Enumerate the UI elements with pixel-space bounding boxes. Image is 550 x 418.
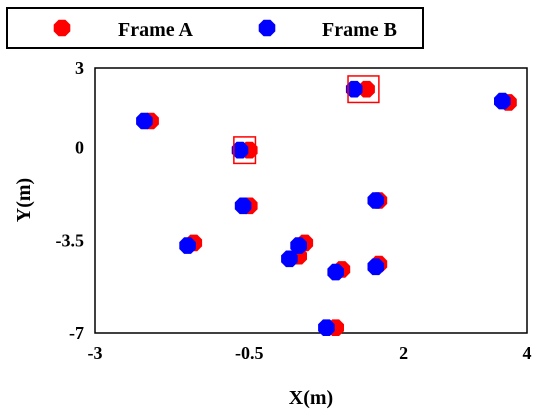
legend-label-frame-a: Frame A — [118, 19, 194, 41]
y-tick-label: 0 — [75, 138, 84, 158]
highlight-box — [233, 136, 257, 165]
legend-marker-frame-a — [53, 19, 71, 37]
frame-b-point — [290, 237, 307, 254]
frame-a-point — [358, 80, 375, 98]
plot-area — [94, 67, 528, 334]
frame-b-point — [281, 250, 298, 268]
legend-marker-frame-b — [258, 19, 276, 37]
frame-b-point — [345, 80, 363, 98]
y-tick-label: -7 — [69, 323, 84, 343]
x-tick-label: -3 — [88, 343, 103, 363]
legend: Frame A Frame B — [6, 7, 424, 49]
frame-b-point — [494, 92, 511, 110]
highlight-box — [347, 75, 380, 104]
x-tick-label: 4 — [523, 343, 532, 363]
frame-b-point — [327, 263, 344, 281]
legend-box — [6, 7, 424, 49]
x-tick-label: 2 — [399, 343, 408, 363]
y-axis: 3 0 -3.5 -7 Y(m) — [13, 58, 84, 343]
frame-b-point — [234, 197, 252, 215]
y-tick-label: -3.5 — [56, 230, 85, 250]
frame-b-point — [367, 258, 385, 276]
data-marks — [136, 80, 517, 336]
frame-b-point — [367, 192, 385, 209]
frame-b-point — [179, 237, 196, 254]
frame-b-point — [318, 319, 335, 336]
x-axis: -3 -0.5 2 4 X(m) — [88, 343, 532, 409]
frame-b-point — [231, 141, 249, 159]
y-axis-label: Y(m) — [13, 178, 35, 222]
frame-b-point — [136, 112, 153, 130]
x-axis-label: X(m) — [289, 387, 333, 409]
highlight-boxes — [233, 75, 380, 165]
y-tick-label: 3 — [75, 58, 84, 78]
legend-label-frame-b: Frame B — [322, 19, 397, 41]
x-tick-label: -0.5 — [235, 343, 264, 363]
